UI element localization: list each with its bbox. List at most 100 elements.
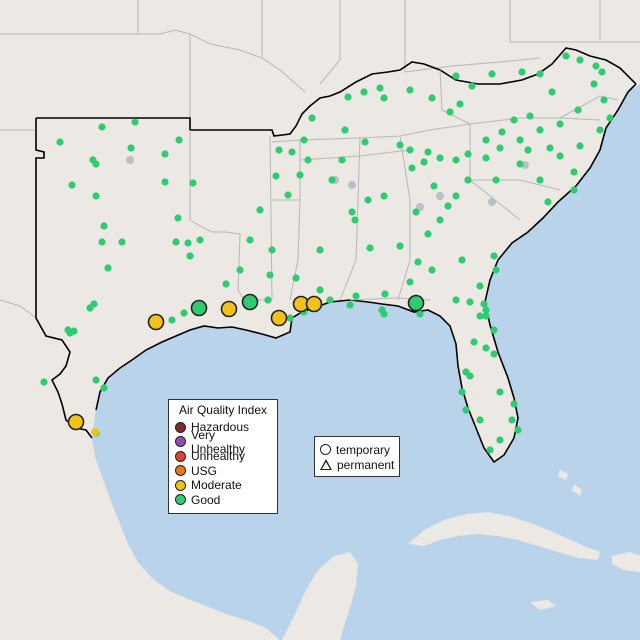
monitoring-site-good[interactable] <box>482 136 490 144</box>
monitoring-site-good[interactable] <box>351 216 359 224</box>
monitoring-site-good[interactable] <box>452 192 460 200</box>
monitoring-site-good[interactable] <box>174 214 182 222</box>
monitoring-site-good[interactable] <box>246 236 254 244</box>
monitoring-site-good[interactable] <box>420 158 428 166</box>
monitoring-site-good[interactable] <box>366 244 374 252</box>
monitoring-site-good[interactable] <box>462 406 470 414</box>
monitoring-site-good[interactable] <box>272 172 280 180</box>
monitoring-site-good[interactable] <box>292 274 300 282</box>
monitoring-site-good[interactable] <box>546 144 554 152</box>
monitoring-site-good[interactable] <box>98 123 106 131</box>
monitoring-site-good[interactable] <box>492 176 500 184</box>
monitoring-site-good[interactable] <box>352 292 360 300</box>
monitoring-site-good[interactable] <box>516 136 524 144</box>
monitoring-site-good[interactable] <box>304 156 312 164</box>
monitoring-site-good[interactable] <box>186 252 194 260</box>
monitoring-site-good[interactable] <box>168 316 176 324</box>
monitoring-site-good[interactable] <box>98 238 106 246</box>
monitoring-site-good[interactable] <box>100 384 108 392</box>
monitoring-site-good[interactable] <box>296 171 304 179</box>
monitoring-site-good[interactable] <box>341 126 349 134</box>
monitoring-site-good[interactable] <box>189 179 197 187</box>
monitoring-site-good[interactable] <box>161 150 169 158</box>
monitoring-site-good[interactable] <box>424 230 432 238</box>
temporary-monitor-good[interactable] <box>241 293 259 311</box>
monitoring-site-good[interactable] <box>486 446 494 454</box>
monitoring-site-good[interactable] <box>570 168 578 176</box>
monitoring-site-good[interactable] <box>380 192 388 200</box>
monitoring-site-good[interactable] <box>222 280 230 288</box>
monitoring-site-good[interactable] <box>406 146 414 154</box>
monitoring-site-good[interactable] <box>510 116 518 124</box>
monitoring-site-good[interactable] <box>544 198 552 206</box>
monitoring-site-good[interactable] <box>576 142 584 150</box>
monitoring-site-good[interactable] <box>556 120 564 128</box>
monitoring-site-good[interactable] <box>346 301 354 309</box>
monitoring-site-good[interactable] <box>344 93 352 101</box>
monitoring-site-good[interactable] <box>468 82 476 90</box>
monitoring-site-good[interactable] <box>436 216 444 224</box>
monitoring-site-good[interactable] <box>490 326 498 334</box>
monitoring-site-good[interactable] <box>458 388 466 396</box>
monitoring-site-good[interactable] <box>480 300 488 308</box>
monitoring-site-good[interactable] <box>576 56 584 64</box>
monitoring-site-good[interactable] <box>466 372 474 380</box>
monitoring-site-good[interactable] <box>508 416 516 424</box>
monitoring-site-good[interactable] <box>476 312 484 320</box>
monitoring-site-good[interactable] <box>406 86 414 94</box>
monitoring-site-good[interactable] <box>406 278 414 286</box>
monitoring-site-good[interactable] <box>428 266 436 274</box>
monitoring-site-good[interactable] <box>380 94 388 102</box>
monitoring-site-good[interactable] <box>175 136 183 144</box>
monitoring-site-good[interactable] <box>92 192 100 200</box>
monitoring-site-good[interactable] <box>574 106 582 114</box>
monitoring-site-good[interactable] <box>414 258 422 266</box>
monitoring-site-good[interactable] <box>396 141 404 149</box>
monitoring-site-good[interactable] <box>482 306 490 314</box>
monitoring-site-good[interactable] <box>268 246 276 254</box>
inactive-site[interactable] <box>416 203 424 211</box>
monitoring-site-good[interactable] <box>482 344 490 352</box>
monitoring-site-good[interactable] <box>524 146 532 154</box>
monitoring-site-good[interactable] <box>556 152 564 160</box>
monitoring-site-moderate[interactable] <box>91 428 99 436</box>
monitoring-site-good[interactable] <box>476 416 484 424</box>
monitoring-site-good[interactable] <box>456 100 464 108</box>
monitoring-site-good[interactable] <box>536 70 544 78</box>
monitoring-site-good[interactable] <box>288 148 296 156</box>
monitoring-site-good[interactable] <box>300 136 308 144</box>
monitoring-site-good[interactable] <box>490 350 498 358</box>
inactive-site[interactable] <box>126 156 134 164</box>
monitoring-site-good[interactable] <box>458 256 466 264</box>
monitoring-site-good[interactable] <box>338 156 346 164</box>
monitoring-site-good[interactable] <box>592 62 600 70</box>
monitoring-site-good[interactable] <box>446 108 454 116</box>
monitoring-site-good[interactable] <box>464 150 472 158</box>
monitoring-site-good[interactable] <box>184 239 192 247</box>
monitoring-site-good[interactable] <box>118 238 126 246</box>
monitoring-site-good[interactable] <box>275 146 283 154</box>
monitoring-site-good[interactable] <box>286 314 294 322</box>
monitoring-site-good[interactable] <box>256 206 264 214</box>
monitoring-site-good[interactable] <box>376 84 384 92</box>
monitoring-site-good[interactable] <box>496 388 504 396</box>
monitoring-site-good[interactable] <box>496 144 504 152</box>
monitoring-site-good[interactable] <box>326 296 334 304</box>
monitoring-site-good[interactable] <box>308 114 316 122</box>
temporary-monitor-moderate[interactable] <box>147 313 165 331</box>
monitoring-site-good[interactable] <box>452 156 460 164</box>
monitoring-site-good[interactable] <box>131 118 139 126</box>
monitoring-site-good[interactable] <box>92 160 100 168</box>
monitoring-site-good[interactable] <box>408 164 416 172</box>
monitoring-site-good[interactable] <box>466 298 474 306</box>
monitoring-site-good[interactable] <box>464 176 472 184</box>
monitoring-site-good[interactable] <box>161 178 169 186</box>
monitoring-site-good[interactable] <box>516 160 524 168</box>
monitoring-site-good[interactable] <box>86 304 94 312</box>
temporary-monitor-moderate[interactable] <box>220 300 238 318</box>
monitoring-site-good[interactable] <box>514 426 522 434</box>
monitoring-site-good[interactable] <box>416 310 424 318</box>
monitoring-site-good[interactable] <box>488 70 496 78</box>
monitoring-site-good[interactable] <box>510 400 518 408</box>
